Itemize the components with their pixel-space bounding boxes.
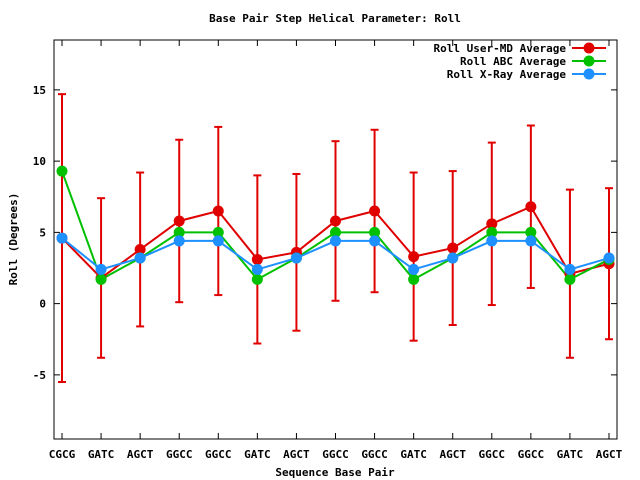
- x-tick-label: GGCC: [518, 448, 545, 461]
- x-tick-label: GATC: [557, 448, 584, 461]
- data-point: [251, 263, 263, 275]
- data-point: [56, 232, 68, 244]
- data-point: [95, 273, 107, 285]
- data-point: [564, 263, 576, 275]
- legend-label: Roll User-MD Average: [434, 42, 567, 55]
- data-point: [447, 252, 459, 264]
- data-point: [369, 205, 381, 217]
- data-point: [95, 263, 107, 275]
- y-tick-label: 5: [39, 226, 46, 239]
- y-tick-label: -5: [33, 369, 46, 382]
- y-tick-label: 15: [33, 84, 46, 97]
- data-point: [486, 226, 498, 238]
- data-point: [408, 273, 420, 285]
- data-point: [330, 215, 341, 227]
- x-tick-label: GATC: [244, 448, 271, 461]
- legend-label: Roll ABC Average: [460, 55, 566, 68]
- data-point: [603, 252, 615, 264]
- x-tick-label: AGCT: [596, 448, 623, 461]
- legend-marker: [583, 68, 595, 80]
- x-tick-label: GATC: [400, 448, 427, 461]
- data-point: [369, 235, 381, 247]
- data-point: [251, 273, 263, 285]
- axis-ticks: -5 0 5 10 15 CGCG GATC AGCT GGCC GGCC GATC AGCT GGCC…: [33, 40, 623, 461]
- x-tick-label: GATC: [88, 448, 115, 461]
- data-point: [56, 165, 68, 177]
- data-point: [369, 226, 381, 238]
- data-point: [173, 215, 185, 227]
- data-point: [134, 252, 146, 264]
- x-tick-label: CGCG: [49, 448, 76, 461]
- data-point: [173, 226, 185, 238]
- data-point: [212, 205, 224, 217]
- y-axis-label: Roll (Degrees): [7, 193, 20, 286]
- y-tick-label: 10: [33, 155, 46, 168]
- data-point: [330, 226, 341, 238]
- x-tick-label: AGCT: [439, 448, 466, 461]
- data-point: [408, 263, 420, 275]
- data-point: [486, 218, 498, 230]
- x-tick-label: GGCC: [479, 448, 506, 461]
- data-point: [212, 226, 224, 238]
- y-tick-label: 0: [39, 298, 46, 311]
- data-point: [212, 235, 224, 247]
- data-point: [330, 235, 341, 247]
- x-tick-label: AGCT: [127, 448, 154, 461]
- legend-marker: [583, 55, 595, 67]
- data-point: [251, 253, 263, 265]
- x-axis-label: Sequence Base Pair: [275, 466, 395, 479]
- data-point: [564, 273, 576, 285]
- series-points: [56, 165, 615, 285]
- data-point: [290, 252, 302, 264]
- legend-label: Roll X-Ray Average: [447, 68, 567, 81]
- x-tick-label: GGCC: [166, 448, 193, 461]
- data-point: [525, 226, 537, 238]
- data-point: [447, 242, 459, 254]
- data-point: [525, 235, 537, 247]
- data-point: [408, 251, 420, 263]
- x-tick-label: AGCT: [283, 448, 310, 461]
- data-point: [486, 235, 498, 247]
- x-tick-label: GGCC: [205, 448, 232, 461]
- data-point: [173, 235, 185, 247]
- legend-marker: [583, 42, 595, 54]
- data-point: [134, 243, 146, 255]
- chart-title: Base Pair Step Helical Parameter: Roll: [209, 12, 461, 25]
- data-point: [525, 201, 537, 213]
- x-tick-label: GGCC: [361, 448, 388, 461]
- x-tick-label: GGCC: [322, 448, 349, 461]
